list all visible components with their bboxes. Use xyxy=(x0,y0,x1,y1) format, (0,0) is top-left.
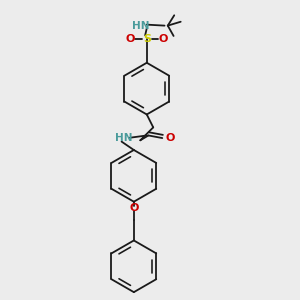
Text: S: S xyxy=(143,34,151,44)
Text: O: O xyxy=(126,34,135,44)
Text: O: O xyxy=(166,133,175,143)
Text: O: O xyxy=(129,203,139,213)
Text: HN: HN xyxy=(132,21,149,31)
Text: O: O xyxy=(158,34,168,44)
Text: HN: HN xyxy=(116,133,133,143)
